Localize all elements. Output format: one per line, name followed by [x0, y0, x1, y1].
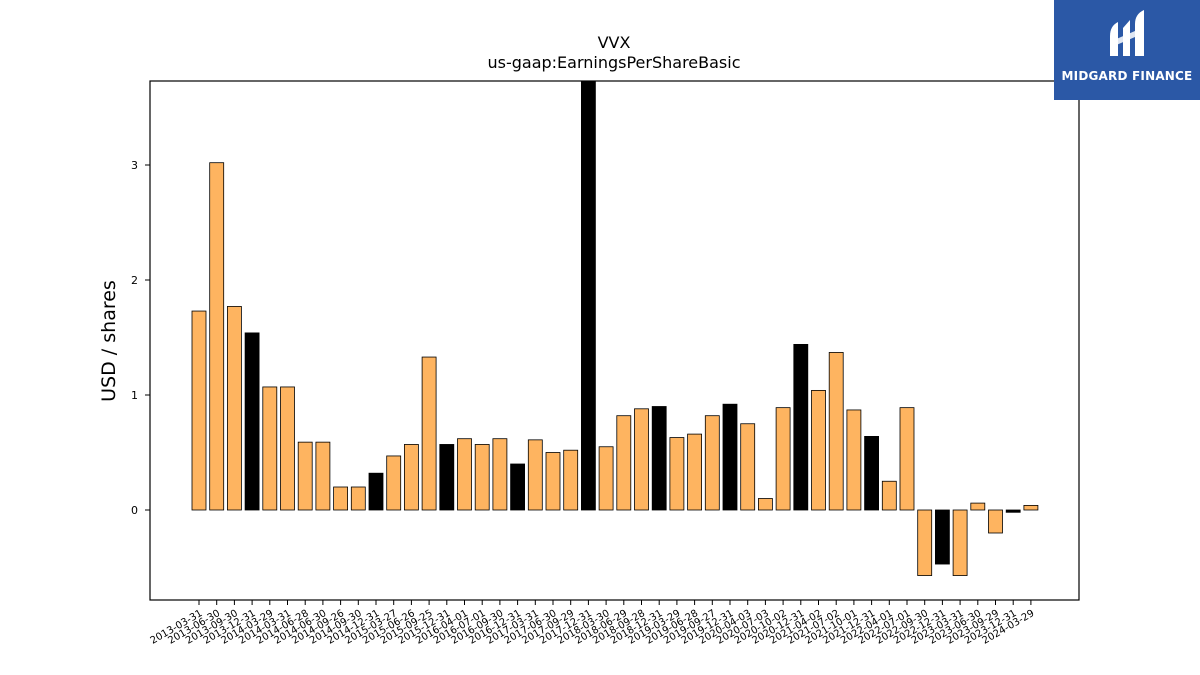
- bars-group: [191, 80, 1039, 576]
- bar-2020-07-03: [758, 498, 773, 511]
- bar-2013-03-31: [191, 310, 207, 511]
- bar-2022-07-01: [899, 407, 915, 511]
- logo-mark-icon: [1110, 10, 1144, 56]
- y-axis-ticks: 0 1 2 3: [131, 159, 150, 517]
- y-tick-label: 2: [131, 274, 138, 287]
- bar-2013-06-30: [209, 162, 225, 511]
- bar-2018-09-28: [634, 408, 649, 511]
- bar-2021-04-02: [811, 389, 826, 511]
- bar-2023-09-29: [988, 509, 1003, 534]
- midgard-finance-logo: MIDGARD FINANCE: [1054, 0, 1200, 100]
- bar-2016-09-30: [492, 438, 508, 511]
- bar-2021-07-02: [828, 352, 844, 511]
- bar-2017-09-29: [563, 449, 579, 511]
- x-axis-ticks: 2013-03-312013-06-302013-09-302013-12-31…: [149, 600, 1036, 647]
- y-tick-label: 1: [131, 389, 138, 402]
- bar-2017-12-31: [581, 80, 596, 511]
- bar-2021-12-31: [864, 435, 879, 511]
- bar-2014-06-28: [297, 441, 313, 511]
- bar-2023-06-30: [970, 502, 986, 511]
- bar-2019-09-27: [704, 415, 720, 511]
- bar-2013-09-30: [226, 306, 242, 511]
- logo-text: MIDGARD FINANCE: [1061, 69, 1193, 83]
- bar-2020-04-03: [740, 423, 756, 511]
- chart-title: VVX: [598, 33, 631, 52]
- bar-2022-12-31: [935, 509, 950, 565]
- chart-subtitle: us-gaap:EarningsPerShareBasic: [487, 53, 740, 72]
- bar-2016-04-01: [457, 438, 472, 511]
- bar-2016-12-31: [510, 463, 526, 511]
- bar-2017-03-31: [527, 439, 543, 511]
- bar-2014-09-26: [333, 486, 349, 511]
- bar-2014-09-30: [350, 486, 366, 511]
- bar-2014-12-31: [368, 472, 384, 511]
- bar-2022-04-01: [881, 480, 897, 511]
- y-axis-label: USD / shares: [98, 280, 120, 402]
- bar-2018-06-29: [616, 415, 632, 511]
- bar-2019-12-31: [722, 403, 738, 511]
- bar-2019-03-29: [669, 437, 685, 511]
- bar-2015-12-31: [439, 444, 455, 511]
- bar-2021-10-01: [846, 409, 862, 511]
- bar-2015-03-27: [386, 455, 402, 511]
- bar-2016-07-01: [474, 444, 490, 511]
- bar-2020-12-31: [793, 343, 809, 511]
- bar-2022-09-30: [917, 509, 933, 576]
- y-tick-label: 0: [131, 504, 138, 517]
- bar-2018-03-30: [598, 446, 614, 511]
- bar-2014-06-30: [315, 441, 331, 511]
- bar-2014-03-31: [280, 386, 295, 511]
- bar-2018-12-31: [651, 406, 667, 511]
- bar-2015-06-26: [403, 444, 419, 511]
- bar-2023-12-31: [1005, 509, 1021, 513]
- bar-2023-03-31: [952, 509, 968, 576]
- bar-2024-03-29: [1023, 504, 1039, 511]
- y-tick-label: 3: [131, 159, 138, 172]
- bar-2017-06-30: [545, 452, 561, 511]
- bar-2019-06-28: [687, 433, 702, 511]
- bar-2015-09-25: [421, 356, 437, 511]
- plot-frame: [149, 80, 1080, 601]
- bar-2014-03-29: [262, 386, 278, 511]
- bar-2020-10-02: [775, 407, 791, 511]
- bar-2013-12-31: [244, 332, 260, 511]
